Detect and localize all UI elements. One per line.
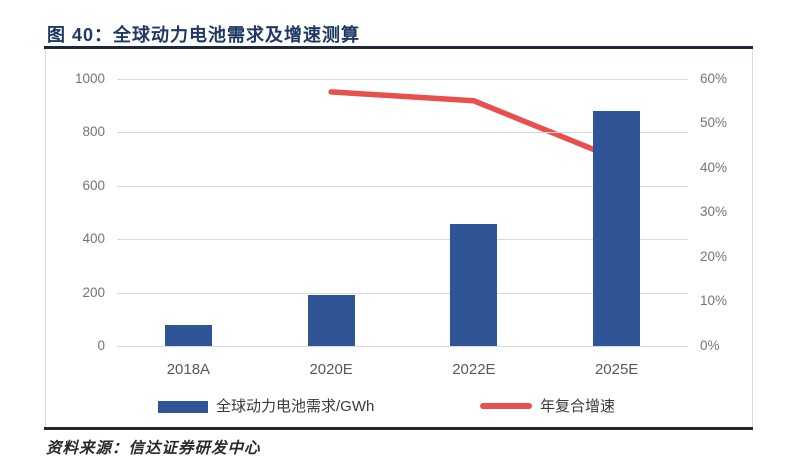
figure-bottom-rule xyxy=(44,427,753,430)
y-axis-left-tick-400: 400 xyxy=(82,231,105,246)
y-axis-right-tick-60pct: 60% xyxy=(700,70,728,86)
y-axis-right-tick-40pct: 40% xyxy=(700,159,728,175)
cagr-line xyxy=(328,89,620,162)
gridline-400 xyxy=(117,239,688,240)
gridline-200 xyxy=(117,292,688,294)
y-axis-left-tick-800: 800 xyxy=(82,124,105,139)
gridline-0 xyxy=(117,346,688,347)
y-axis-right-tick-10pct: 10% xyxy=(700,293,728,309)
y-axis-left-tick-200: 200 xyxy=(82,284,105,300)
x-axis-label-2020E: 2020E xyxy=(309,361,353,378)
legend-label-demand: 全球动力电池需求/GWh xyxy=(216,398,375,415)
title-underline-rule xyxy=(44,46,753,49)
y-axis-left-tick-0: 0 xyxy=(97,338,105,353)
chart-frame-left-border xyxy=(45,49,46,427)
figure-source: 资料来源：信达证券研发中心 xyxy=(46,440,261,457)
x-axis-label-2025E: 2025E xyxy=(594,361,639,378)
figure-title: 图 40：全球动力电池需求及增速测算 xyxy=(47,25,361,45)
bar-2018A xyxy=(164,324,212,346)
legend-label-cagr: 年复合增速 xyxy=(540,398,616,415)
cagr-line-layer xyxy=(328,89,620,162)
gridline-600 xyxy=(117,185,688,187)
x-axis-label-2018A: 2018A xyxy=(166,361,211,378)
legend-line-swatch xyxy=(480,403,532,409)
x-axis-label-2022E: 2022E xyxy=(452,361,496,378)
y-axis-left-tick-1000: 1000 xyxy=(74,70,105,86)
gridline-1000 xyxy=(117,78,688,80)
y-axis-right-tick-20pct: 20% xyxy=(700,248,728,264)
y-axis-right-tick-50pct: 50% xyxy=(700,115,728,131)
gridline-800 xyxy=(117,132,688,133)
bar-2022E xyxy=(450,224,498,346)
legend-bar-swatch xyxy=(158,401,208,413)
y-axis-left-tick-600: 600 xyxy=(82,177,105,193)
bar-2020E xyxy=(307,295,355,346)
bar-2025E xyxy=(593,110,641,346)
chart-frame-right-border xyxy=(752,49,753,427)
y-axis-right-tick-0pct: 0% xyxy=(700,338,720,353)
y-axis-right-tick-30pct: 30% xyxy=(700,204,728,220)
